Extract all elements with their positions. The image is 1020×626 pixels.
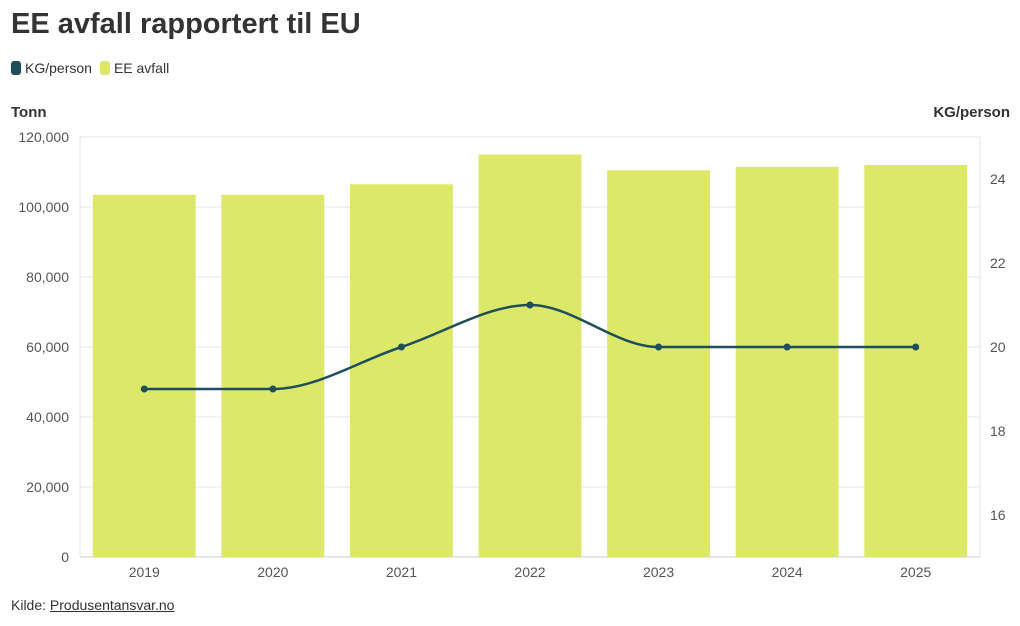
x-tick-label: 2020 bbox=[257, 564, 288, 580]
left-tick-label: 100,000 bbox=[18, 199, 69, 215]
legend-label-ee-avfall: EE avfall bbox=[113, 60, 170, 76]
left-tick-label: 120,000 bbox=[18, 129, 69, 145]
legend: KG/person EE avfall bbox=[11, 60, 169, 76]
line-point bbox=[140, 385, 148, 393]
bar bbox=[735, 166, 839, 557]
right-tick-label: 22 bbox=[990, 255, 1006, 271]
right-tick-label: 20 bbox=[990, 339, 1006, 355]
legend-swatch-kg-person bbox=[11, 61, 21, 75]
left-tick-label: 0 bbox=[61, 549, 69, 565]
left-tick-label: 20,000 bbox=[26, 479, 69, 495]
x-tick-label: 2023 bbox=[643, 564, 674, 580]
legend-item-ee-avfall[interactable]: EE avfall bbox=[99, 60, 170, 76]
left-tick-label: 60,000 bbox=[26, 339, 69, 355]
bar bbox=[350, 184, 453, 557]
right-tick-label: 18 bbox=[990, 423, 1006, 439]
legend-label-kg-person: KG/person bbox=[25, 60, 92, 76]
x-tick-label: 2022 bbox=[514, 564, 545, 580]
left-axis-title: Tonn bbox=[11, 104, 47, 121]
right-tick-label: 16 bbox=[990, 507, 1006, 523]
line-point bbox=[526, 301, 534, 309]
bar bbox=[864, 165, 968, 557]
right-tick-label: 24 bbox=[990, 171, 1006, 187]
line-point bbox=[912, 343, 920, 351]
bar bbox=[92, 194, 196, 557]
left-tick-label: 40,000 bbox=[26, 409, 69, 425]
x-tick-label: 2024 bbox=[772, 564, 803, 580]
legend-swatch-ee-avfall bbox=[99, 61, 110, 75]
bar bbox=[478, 154, 582, 557]
right-axis-title: KG/person bbox=[933, 104, 1010, 121]
bar bbox=[221, 194, 325, 557]
source-prefix: Kilde: bbox=[11, 597, 50, 613]
source-link[interactable]: Produsentansvar.no bbox=[49, 597, 175, 613]
x-tick-label: 2019 bbox=[129, 564, 160, 580]
bar bbox=[607, 170, 710, 557]
line-point bbox=[269, 385, 277, 393]
line-point bbox=[783, 343, 791, 351]
source-line: Kilde: Produsentansvar.no bbox=[11, 597, 174, 613]
line-point bbox=[655, 343, 663, 351]
left-tick-label: 80,000 bbox=[26, 269, 69, 285]
chart-title: EE avfall rapportert til EU bbox=[11, 8, 361, 40]
line-point bbox=[397, 343, 405, 351]
legend-item-kg-person[interactable]: KG/person bbox=[11, 60, 92, 76]
x-tick-label: 2025 bbox=[900, 564, 931, 580]
x-tick-label: 2021 bbox=[386, 564, 417, 580]
